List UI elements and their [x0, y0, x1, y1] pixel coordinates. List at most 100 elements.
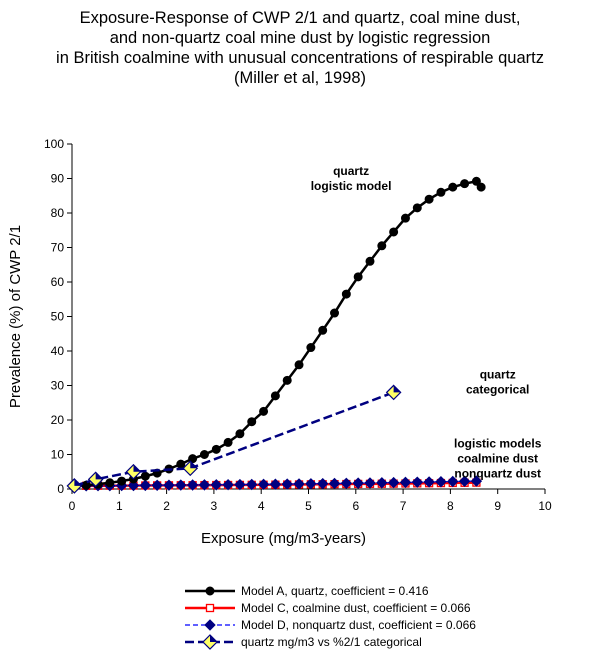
marker-shade — [393, 385, 401, 393]
annotation-label: nonquartz dust — [454, 467, 541, 481]
x-tick-label: 1 — [116, 499, 123, 513]
legend-item: Model D, nonquartz dust, coefficient = 0… — [185, 618, 476, 632]
data-point — [423, 476, 435, 488]
x-tick-label: 4 — [258, 499, 265, 513]
data-point — [471, 176, 481, 186]
data-point — [163, 479, 175, 491]
chart-title-line: (Miller et al, 1998) — [233, 69, 367, 87]
data-point — [400, 213, 410, 223]
data-point — [476, 182, 486, 192]
data-point — [340, 477, 353, 490]
legend-swatch-marker — [202, 634, 218, 650]
data-point — [139, 479, 152, 492]
data-point — [435, 476, 447, 488]
data-point — [293, 478, 305, 490]
marker-shade — [210, 635, 217, 642]
y-tick-label: 100 — [44, 137, 64, 151]
data-point — [247, 417, 257, 427]
data-point — [460, 179, 470, 189]
data-point — [294, 360, 304, 370]
x-tick-label: 7 — [400, 499, 407, 513]
data-point — [246, 478, 258, 491]
legend-item: Model A, quartz, coefficient = 0.416 — [185, 584, 429, 598]
annotation-label: logistic model — [311, 179, 392, 193]
data-point — [305, 478, 317, 490]
legend-swatch-marker — [204, 619, 216, 631]
marker-shade — [190, 461, 198, 469]
annotation-label: logistic models — [454, 437, 542, 451]
y-axis-title: Prevalence (%) of CWP 2/1 — [7, 225, 24, 408]
data-point — [424, 194, 434, 204]
data-point — [211, 444, 221, 454]
data-point — [376, 477, 388, 489]
legend-label: Model D, nonquartz dust, coefficient = 0… — [241, 618, 476, 632]
data-point — [352, 477, 364, 489]
data-point — [365, 256, 375, 266]
x-axis-title: Exposure (mg/m3-years) — [201, 530, 366, 547]
marker-shade — [74, 478, 82, 486]
data-point — [66, 478, 83, 494]
data-point — [222, 478, 234, 491]
series-0 — [69, 176, 486, 491]
y-tick-label: 0 — [57, 482, 64, 496]
data-point — [87, 471, 104, 488]
data-point — [316, 477, 329, 490]
y-tick-label: 90 — [51, 172, 65, 186]
legend-label: Model A, quartz, coefficient = 0.416 — [241, 584, 429, 598]
y-tick-label: 20 — [51, 413, 65, 427]
data-point — [140, 471, 150, 481]
data-point — [399, 476, 412, 489]
data-point — [175, 479, 187, 491]
data-point — [353, 272, 363, 282]
y-tick-label: 80 — [51, 206, 65, 220]
marker-shade — [95, 472, 103, 480]
data-point — [458, 475, 471, 487]
chart-title-line: Exposure-Response of CWP 2/1 and quartz,… — [79, 9, 521, 27]
data-point — [199, 450, 209, 459]
data-point — [257, 478, 270, 491]
annotation-label: quartz — [480, 368, 516, 382]
data-point — [270, 391, 280, 401]
series-layer — [66, 176, 486, 494]
legend-swatch-marker — [205, 603, 215, 613]
legend-swatch-marker — [205, 586, 215, 596]
data-point — [235, 429, 245, 439]
data-point — [188, 454, 198, 464]
x-tick-label: 5 — [305, 499, 312, 513]
data-point — [281, 478, 293, 490]
x-tick-label: 0 — [69, 499, 76, 513]
y-tick-label: 30 — [51, 379, 65, 393]
x-tick-label: 9 — [494, 499, 501, 513]
chart-title-line: and non-quartz coal mine dust by logisti… — [109, 29, 491, 47]
data-point — [364, 477, 376, 489]
x-tick-label: 3 — [211, 499, 218, 513]
data-point — [282, 375, 292, 385]
annotation-label: quartz — [333, 164, 369, 178]
legend-label: Model C, coalmine dust, coefficient = 0.… — [241, 601, 471, 615]
data-point — [448, 182, 458, 192]
data-point — [176, 459, 186, 469]
series-line — [74, 179, 483, 488]
y-tick-label: 50 — [51, 310, 65, 324]
annotation-label: coalmine dust — [457, 452, 538, 466]
data-point — [447, 475, 459, 488]
data-point — [385, 384, 402, 401]
annotation-label: categorical — [466, 383, 529, 397]
data-point — [210, 479, 222, 491]
y-tick-label: 60 — [51, 275, 65, 289]
data-point — [412, 203, 422, 213]
x-tick-label: 6 — [352, 499, 359, 513]
data-point — [105, 478, 115, 488]
x-tick-label: 8 — [447, 499, 454, 513]
legend-label: quartz mg/m3 vs %2/1 categorical — [241, 635, 422, 649]
data-point — [411, 476, 423, 488]
data-point — [186, 479, 199, 491]
data-point — [318, 325, 328, 335]
data-point — [330, 308, 340, 318]
data-point — [341, 289, 351, 299]
data-point — [306, 343, 316, 353]
y-tick-label: 10 — [51, 448, 65, 462]
data-point — [387, 476, 400, 489]
